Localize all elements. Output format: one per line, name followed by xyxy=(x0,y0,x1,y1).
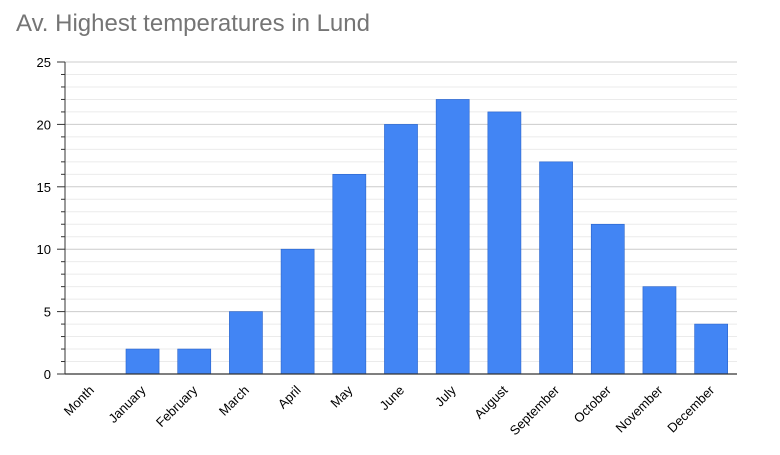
bar-july xyxy=(435,99,470,375)
x-tick-label: August xyxy=(471,382,510,421)
x-tick-label: Month xyxy=(61,383,97,419)
y-tick-label: 20 xyxy=(37,117,51,132)
bar-june xyxy=(384,124,418,375)
bar-march xyxy=(229,311,263,375)
bar-january xyxy=(125,348,160,375)
bar-september xyxy=(539,161,573,375)
bar-october xyxy=(590,223,625,375)
bar-may xyxy=(332,174,367,375)
x-tick-label: January xyxy=(105,382,149,426)
y-tick-label: 10 xyxy=(37,242,51,257)
bar-august xyxy=(487,111,522,375)
y-tick-label: 25 xyxy=(37,55,51,70)
x-tick-label: November xyxy=(613,382,666,435)
y-tick-label: 5 xyxy=(44,305,51,320)
bar-april xyxy=(280,248,315,375)
x-tick-label: May xyxy=(327,382,355,410)
x-tick-label: October xyxy=(571,382,615,426)
bar-december xyxy=(694,323,728,375)
chart-title: Av. Highest temperatures in Lund xyxy=(16,10,370,37)
x-tick-label: February xyxy=(153,382,201,430)
x-tick-label: June xyxy=(377,383,408,414)
x-tick-label: September xyxy=(507,382,563,438)
y-tick-label: 15 xyxy=(37,180,51,195)
bar-november xyxy=(642,286,677,375)
x-tick-label: December xyxy=(664,382,717,435)
y-tick-label: 0 xyxy=(44,367,51,382)
bar-february xyxy=(177,348,212,375)
x-tick-label: April xyxy=(275,382,304,411)
x-tick-label: July xyxy=(432,382,459,409)
x-tick-label: March xyxy=(216,383,252,419)
